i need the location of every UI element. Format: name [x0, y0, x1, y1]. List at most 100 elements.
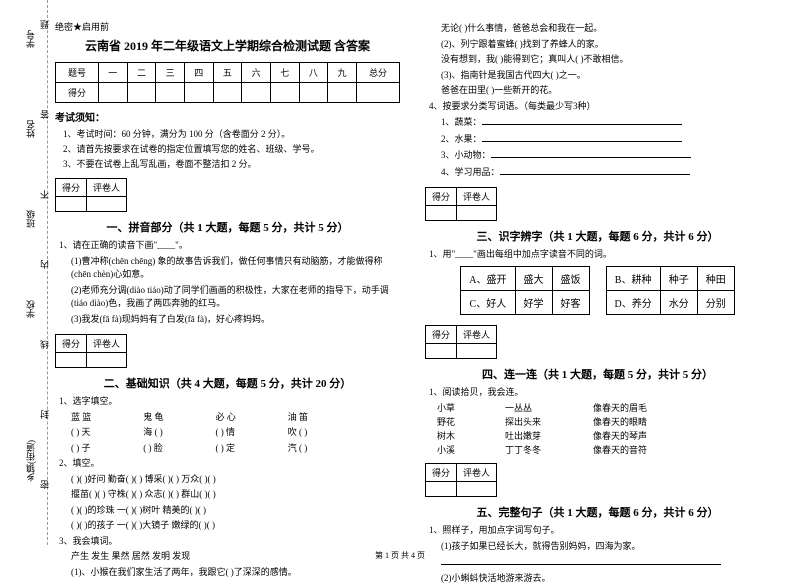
- notice-item: 3、不要在试卷上乱写乱画，卷面不整洁扣 2 分。: [63, 157, 400, 170]
- row-label: 得分: [56, 83, 99, 103]
- seal-char: 答: [38, 110, 51, 119]
- match-pair: 树木吐出嫩芽像春天的琴声: [437, 429, 770, 442]
- char-table: A、盛开 盛大 盛饭 B、耕种 种子 种田 C、好人 好学 好客 D、养分 水分…: [460, 266, 734, 315]
- notice-item: 2、请首先按要求在试卷的指定位置填写您的姓名、班级、学号。: [63, 142, 400, 155]
- bind-label: 乡镇(街道): [24, 440, 37, 482]
- scorebox-label: 评卷人: [87, 179, 127, 197]
- match-pair: 小溪丁丁冬冬像春天的音符: [437, 443, 770, 456]
- cell: 种田: [697, 266, 734, 290]
- fill-line: ( )( )的孩子 一( )( )大镜子 嫩绿的( )( ): [71, 519, 400, 533]
- page-footer: 第 1 页 共 4 页: [0, 550, 800, 561]
- score-header-row: 题号 一 二 三 四 五 六 七 八 九 总分: [56, 63, 400, 83]
- col-head: 六: [242, 63, 271, 83]
- page-content: 绝密★启用前 云南省 2019 年二年级语文上学期综合检测试题 含答案 题号 一…: [0, 0, 800, 540]
- col-head: 三: [156, 63, 185, 83]
- col-head: 九: [328, 63, 357, 83]
- cell: A、盛开: [461, 266, 515, 290]
- cell: 盛饭: [552, 266, 589, 290]
- question-text: 3、我会填词。: [59, 535, 400, 549]
- word-row: ( ) 子 ( ) 脸 ( ) 定 汽 ( ): [71, 442, 400, 456]
- word-row: 蓝 篮 鬼 龟 必 心 油 笛: [71, 411, 400, 425]
- example: (2)小蝌蚪快活地游来游去。: [441, 572, 770, 585]
- cell: 种子: [660, 266, 697, 290]
- question-text: 1、阅读拾贝，我会连。: [429, 386, 770, 400]
- col-head: 八: [299, 63, 328, 83]
- scorebox: 得分评卷人: [425, 187, 497, 221]
- question-text: 2、填空。: [59, 457, 400, 471]
- paper-title: 云南省 2019 年二年级语文上学期综合检测试题 含答案: [55, 37, 400, 54]
- question-text: 1、照样子，用加点字词写句子。: [429, 524, 770, 538]
- question-text: 1、选字填空。: [59, 395, 400, 409]
- blank: [482, 132, 682, 142]
- scorebox-label: 得分: [56, 179, 87, 197]
- fill-line: ( )( )好问 勤奋( )( ) 博采( )( ) 万众( )( ): [71, 473, 400, 487]
- section-2-title: 二、基础知识（共 4 大题，每题 5 分，共计 20 分）: [55, 375, 400, 391]
- sentence: (3)、指南针是我国古代四大( )之一。: [441, 69, 770, 83]
- cell: 好客: [552, 290, 589, 314]
- blank: [491, 148, 691, 158]
- scorebox-label: 得分: [426, 325, 457, 343]
- cell: C、好人: [461, 290, 515, 314]
- question-text: 4、按要求分类写词语。（每类最少写3种）: [429, 100, 770, 114]
- sentence: 无论( )什么事情，爸爸总会和我在一起。: [441, 22, 770, 36]
- col-head: 四: [184, 63, 213, 83]
- seal-char: 密: [38, 480, 51, 489]
- col-head: 五: [213, 63, 242, 83]
- sentence: (1)、小猴在我们家生活了两年，我跟它( )了深深的感情。: [71, 566, 400, 580]
- scorebox-label: 得分: [56, 335, 87, 353]
- fill-line: 揠苗( )( ) 守株( )( ) 众志( )( ) 群山( )( ): [71, 488, 400, 502]
- col-head: 七: [270, 63, 299, 83]
- scorebox: 得分评卷人: [55, 178, 127, 212]
- score-value-row: 得分: [56, 83, 400, 103]
- left-column: 绝密★启用前 云南省 2019 年二年级语文上学期综合检测试题 含答案 题号 一…: [55, 20, 400, 525]
- sentence: 爸爸在田里( )一些新开的花。: [441, 84, 770, 98]
- question-text: 1、请在正确的读音下画"____"。: [59, 239, 400, 253]
- bind-label: 学号: [24, 30, 37, 48]
- notice-heading: 考试须知：: [55, 109, 400, 124]
- seal-char: 线: [38, 340, 51, 349]
- match-pair: 野花探出头来像春天的眼睛: [437, 415, 770, 428]
- seal-char: 题: [38, 20, 51, 29]
- scorebox-label: 得分: [426, 188, 457, 206]
- section-1-title: 一、拼音部分（共 1 大题，每题 5 分，共计 5 分）: [55, 219, 400, 235]
- category: 2、水果：: [441, 132, 770, 147]
- cell: 好学: [515, 290, 552, 314]
- blank: [500, 165, 690, 175]
- question-text: 1、用"____"画出每组中加点字读音不同的词。: [429, 248, 770, 262]
- col-head: 二: [127, 63, 156, 83]
- col-head: 一: [98, 63, 127, 83]
- scorebox-label: 评卷人: [87, 335, 127, 353]
- scorebox-label: 评卷人: [457, 464, 497, 482]
- sentence: (2)、列宁跟着蜜蜂( )找到了养蜂人的家。: [441, 38, 770, 52]
- cell: 分别: [697, 290, 734, 314]
- category: 1、蔬菜：: [441, 115, 770, 130]
- word-row: ( ) 天 海 ( ) ( ) 情 吹 ( ): [71, 426, 400, 440]
- col-head: 总分: [356, 63, 399, 83]
- notice-item: 1、考试时间：60 分钟，满分为 100 分（含卷面分 2 分）。: [63, 127, 400, 140]
- section-5-title: 五、完整句子（共 1 大题，每题 6 分，共计 6 分）: [425, 504, 770, 520]
- section-4-title: 四、连一连（共 1 大题，每题 5 分，共计 5 分）: [425, 366, 770, 382]
- scorebox: 得分评卷人: [425, 325, 497, 359]
- seal-char: 封: [38, 410, 51, 419]
- question-line: (3)我发(fā fà)现妈妈有了白发(fā fà)，好心疼妈妈。: [71, 313, 400, 327]
- bind-label: 姓名: [24, 120, 37, 138]
- bind-label: 学校: [24, 300, 37, 318]
- binding-margin: 学号 姓名 班级 学校 乡镇(街道) 题 答 不 内 线 封 密: [8, 0, 48, 545]
- score-table: 题号 一 二 三 四 五 六 七 八 九 总分 得分: [55, 62, 400, 103]
- sentence: 没有想到，我( )能得到它；真叫人( )不敢相信。: [441, 53, 770, 67]
- right-column: 无论( )什么事情，爸爸总会和我在一起。 (2)、列宁跟着蜜蜂( )找到了养蜂人…: [425, 20, 770, 525]
- cell: 水分: [660, 290, 697, 314]
- blank: [482, 115, 682, 125]
- confidential-label: 绝密★启用前: [55, 20, 400, 33]
- scorebox-label: 评卷人: [457, 325, 497, 343]
- category: 4、学习用品：: [441, 165, 770, 180]
- cell: B、耕种: [606, 266, 660, 290]
- scorebox: 得分评卷人: [55, 334, 127, 368]
- question-line: (2)老师充分调(diào tiáo)动了同学们画画的积极性，大家在老师的指导下…: [71, 284, 400, 311]
- bind-label: 班级: [24, 210, 37, 228]
- fill-line: ( )( )的珍珠 一( )( )树叶 精美的( )( ): [71, 504, 400, 518]
- scorebox-label: 得分: [426, 464, 457, 482]
- cell: D、养分: [606, 290, 660, 314]
- seal-char: 不: [38, 190, 51, 199]
- col-head: 题号: [56, 63, 99, 83]
